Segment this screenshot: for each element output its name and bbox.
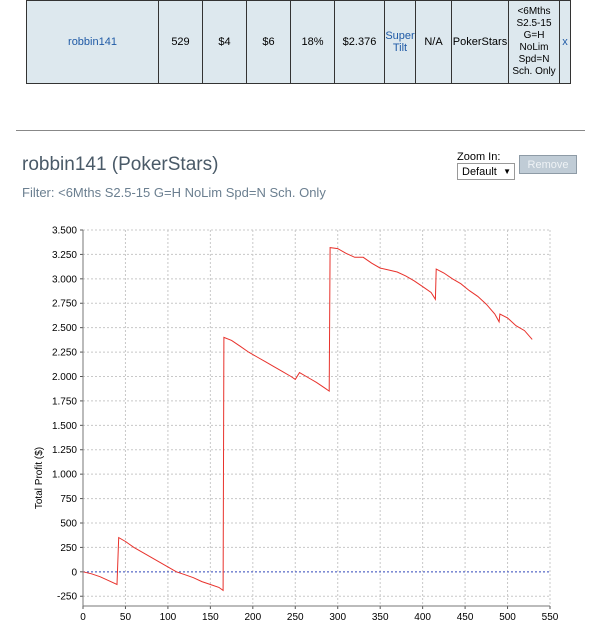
chevron-down-icon: ▼ bbox=[503, 167, 511, 176]
x-tick-label: 100 bbox=[160, 612, 177, 623]
hands-cell: 529 bbox=[158, 0, 203, 84]
y-tick-label: 500 bbox=[60, 518, 77, 529]
zoom-select[interactable]: Default ▼ bbox=[457, 163, 515, 180]
close-icon[interactable]: x bbox=[562, 36, 568, 48]
y-tick-label: 2.250 bbox=[52, 348, 77, 359]
y-tick-label: 2.500 bbox=[52, 323, 77, 334]
y-tick-label: 3.000 bbox=[52, 274, 77, 285]
y-axis: -250 0 250 500 750 1.000 1.250 1.500 1.750 2.000 2… bbox=[52, 226, 83, 603]
x-tick-label: 150 bbox=[202, 612, 219, 623]
player-link[interactable]: robbin141 bbox=[68, 36, 117, 48]
stat-cell: $2.376 bbox=[334, 0, 385, 84]
y-axis-label: Total Profit ($) bbox=[34, 447, 45, 509]
y-tick-label: 1.250 bbox=[52, 445, 77, 456]
table-row: robbin141 529 $4 $6 18% $2.376 Super Til… bbox=[26, 0, 571, 84]
y-tick-label: 1.750 bbox=[52, 396, 77, 407]
x-tick-label: 300 bbox=[329, 612, 346, 623]
profit-line bbox=[82, 247, 533, 592]
zoom-select-value: Default bbox=[462, 166, 497, 178]
y-tick-label: 2.000 bbox=[52, 372, 77, 383]
section-divider bbox=[16, 130, 585, 131]
y-tick-label: 2.750 bbox=[52, 299, 77, 310]
x-tick-label: 350 bbox=[372, 612, 389, 623]
super-tilt-cell[interactable]: Super Tilt bbox=[384, 0, 416, 84]
y-tick-label: 1.000 bbox=[52, 470, 77, 481]
stat-cell: N/A bbox=[415, 0, 452, 84]
stat-cell: $6 bbox=[246, 0, 291, 84]
graph-title: robbin141 (PokerStars) bbox=[22, 154, 219, 175]
y-tick-label: 3.250 bbox=[52, 250, 77, 261]
filter-cell: <6Mths S2.5-15 G=H NoLim Spd=N Sch. Only bbox=[508, 0, 560, 84]
y-tick-label: -250 bbox=[57, 592, 77, 603]
y-tick-label: 1.500 bbox=[52, 421, 77, 432]
results-table: robbin141 529 $4 $6 18% $2.376 Super Til… bbox=[26, 0, 571, 84]
super-tilt-link[interactable]: Super Tilt bbox=[385, 30, 415, 54]
x-tick-label: 250 bbox=[287, 612, 304, 623]
y-tick-label: 250 bbox=[60, 543, 77, 554]
x-axis: 0 50 100 150 200 250 300 350 400 450 500 550 bbox=[80, 606, 559, 623]
x-tick-label: 50 bbox=[120, 612, 132, 623]
x-tick-label: 200 bbox=[244, 612, 261, 623]
x-tick-label: 0 bbox=[80, 612, 86, 623]
x-tick-label: 500 bbox=[499, 612, 516, 623]
remove-button[interactable]: Remove bbox=[519, 155, 577, 174]
y-tick-label: 0 bbox=[71, 567, 77, 578]
profit-chart: -25002505007501.0001.2501.5001.7502.0002… bbox=[34, 226, 559, 624]
y-tick-label: 3.500 bbox=[52, 226, 77, 237]
x-tick-label: 550 bbox=[542, 612, 559, 623]
graph-filter-subtitle: Filter: <6Mths S2.5-15 G=H NoLim Spd=N S… bbox=[22, 185, 326, 200]
close-cell[interactable]: x bbox=[559, 0, 571, 84]
x-tick-label: 400 bbox=[414, 612, 431, 623]
player-cell[interactable]: robbin141 bbox=[26, 0, 159, 84]
stat-cell: 18% bbox=[290, 0, 335, 84]
x-tick-label: 450 bbox=[457, 612, 474, 623]
site-cell: PokerStars bbox=[451, 0, 509, 84]
chart-grid bbox=[82, 229, 551, 606]
zoom-label: Zoom In: bbox=[457, 151, 501, 163]
stat-cell: $4 bbox=[202, 0, 247, 84]
y-tick-label: 750 bbox=[60, 494, 77, 505]
